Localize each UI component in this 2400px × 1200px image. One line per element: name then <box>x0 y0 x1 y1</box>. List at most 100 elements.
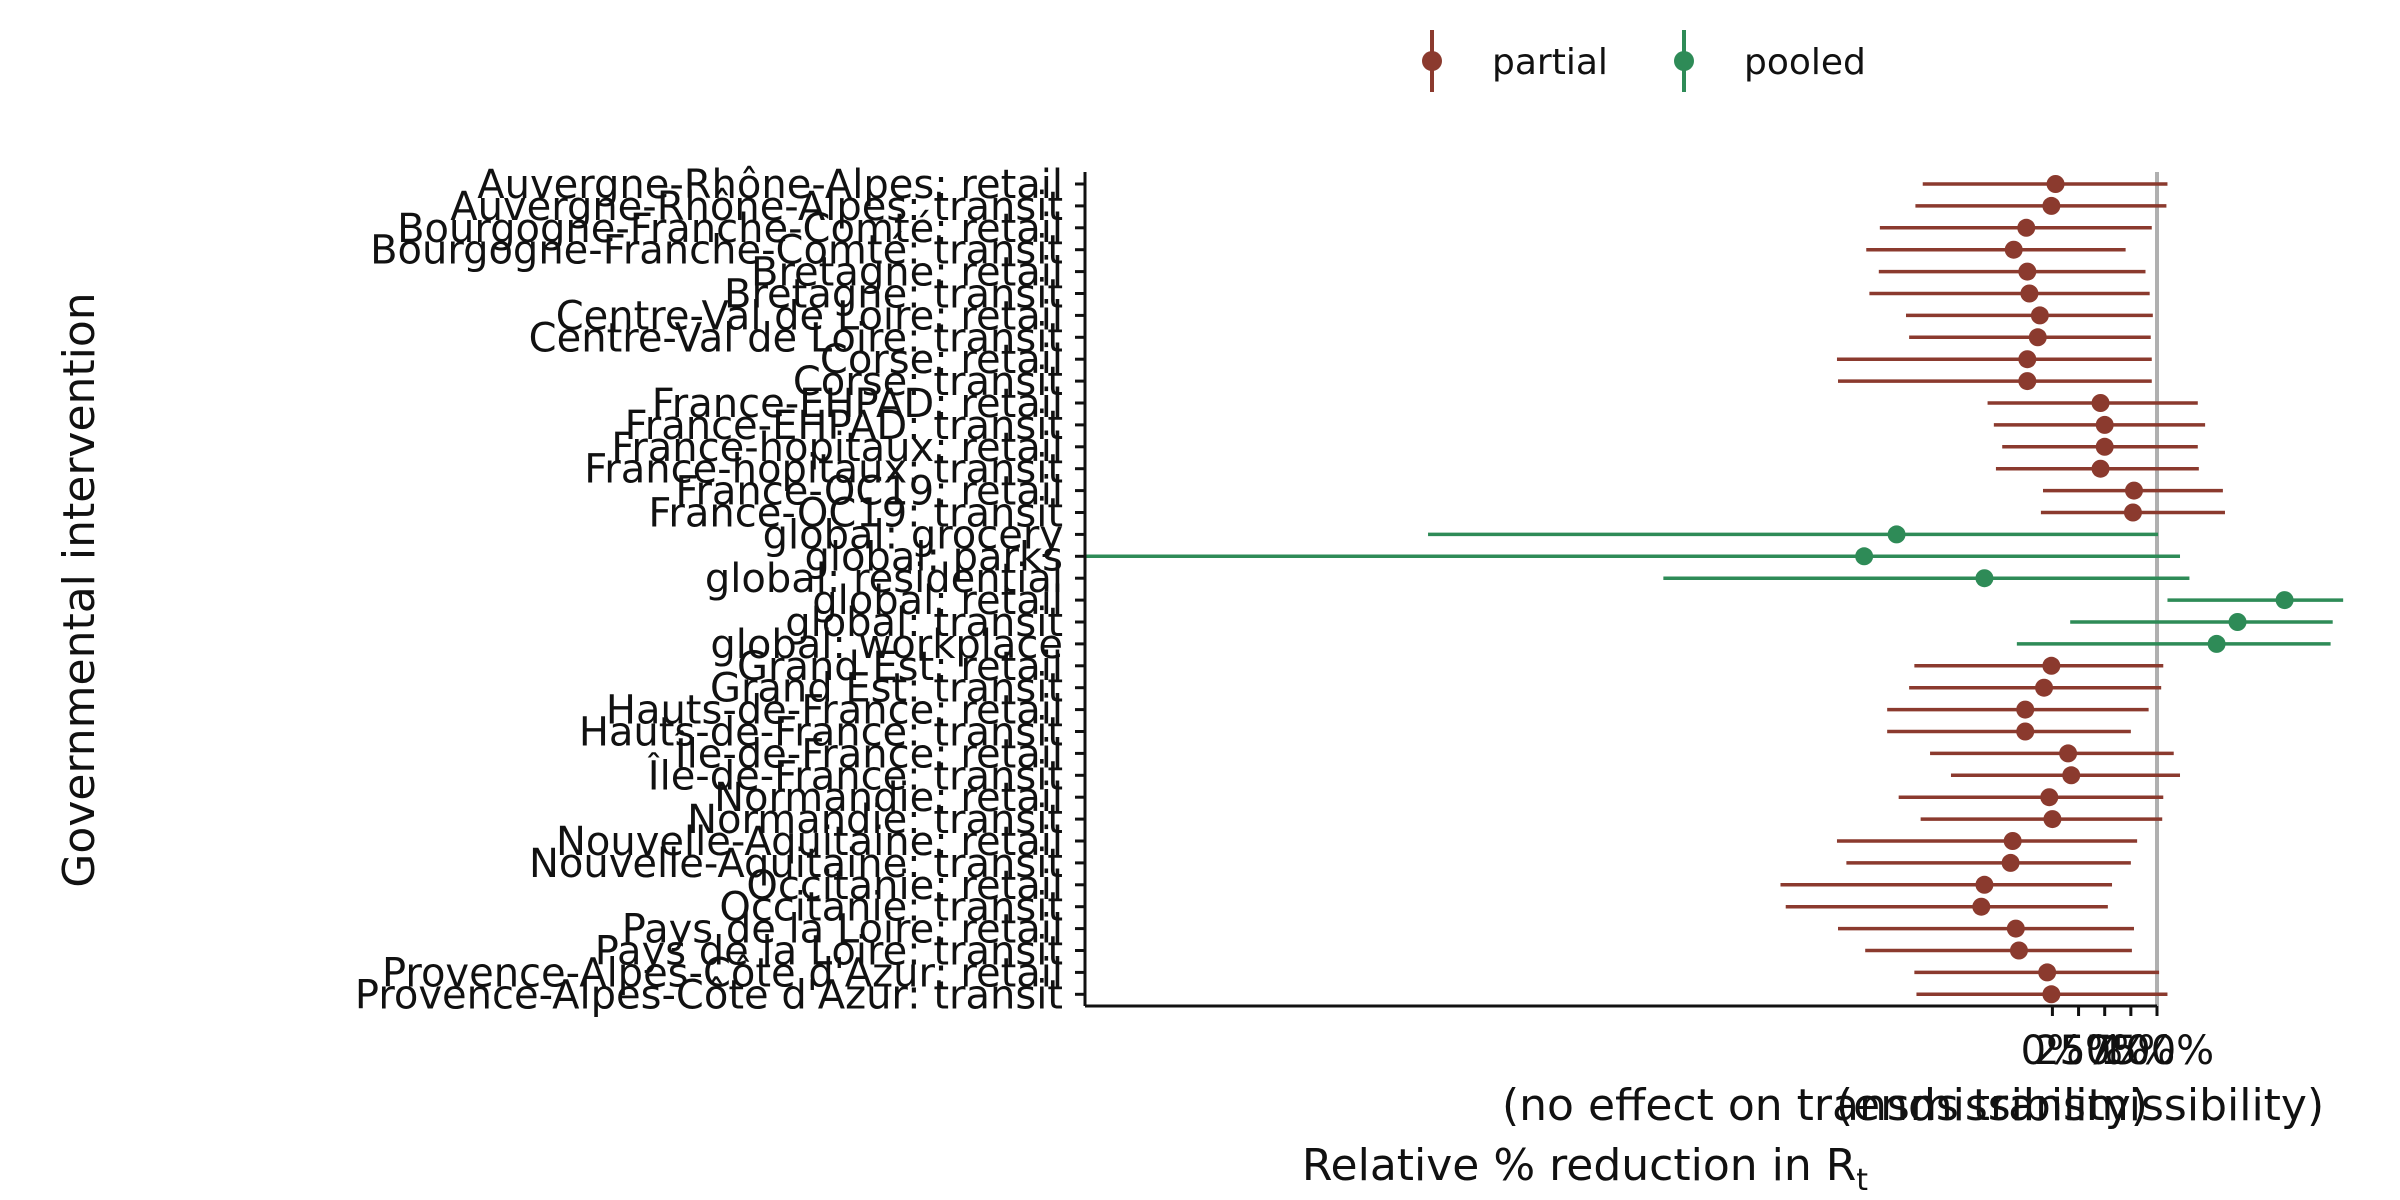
y-tick-label: Bretagne: transit <box>724 272 1063 318</box>
x-axis-tick-labels: 0%25%50%75%100% <box>2021 1028 2214 1074</box>
point-range-partial <box>1915 196 2167 215</box>
point-range-partial <box>1869 284 2150 303</box>
point-range-partial <box>1887 722 2131 741</box>
point-estimate <box>2207 634 2226 653</box>
y-tick-label: France-OC19: retail <box>675 469 1063 515</box>
point-estimate <box>2038 963 2057 982</box>
point-estimate <box>2040 788 2059 807</box>
point-range-partial <box>1905 306 2153 325</box>
point-range-pooled <box>1428 525 2159 544</box>
point-range-partial <box>1838 919 2134 938</box>
point-estimate <box>2059 744 2078 763</box>
point-estimate <box>2030 306 2049 325</box>
y-tick-label: Provence-Alpes-Côte d'Azur: retail <box>382 950 1063 996</box>
y-tick-label: Normandie: retail <box>714 775 1063 821</box>
y-tick-label: Normandie: transit <box>687 797 1063 843</box>
point-estimate <box>1887 525 1906 544</box>
x-axis-title-main: Relative % reduction in R <box>1302 1140 1856 1191</box>
y-tick-label: global: retail <box>812 578 1063 624</box>
point-range-partial <box>1865 941 2132 960</box>
point-estimate <box>2009 941 2028 960</box>
legend-pooled-marker <box>1674 51 1694 71</box>
y-tick-label: Île-de-France: transit <box>647 751 1063 799</box>
point-range-partial <box>1909 328 2151 347</box>
point-range-partial <box>1995 459 2199 478</box>
legend-item-partial: partial <box>1422 30 1608 92</box>
point-range-partial <box>1922 175 2168 193</box>
point-estimate <box>2016 722 2035 741</box>
y-tick-label: Grand Est: transit <box>710 666 1063 712</box>
point-range-partial <box>1878 262 2146 281</box>
x-tick-label: 25% <box>2034 1028 2123 1074</box>
point-estimate <box>2018 262 2037 281</box>
point-range-partial <box>1914 656 2164 675</box>
point-range-pooled <box>2167 591 2344 610</box>
point-range-partial <box>1780 875 2113 894</box>
y-tick-label: global: transit <box>785 600 1063 646</box>
point-range-pooled <box>2016 634 2331 653</box>
y-tick-label: Nouvelle-Aquitaine: transit <box>529 841 1063 887</box>
y-tick-label: Corse: retail <box>820 337 1063 383</box>
x-axis-title-line1: (no effect on transmissibility) <box>1502 1080 2148 1131</box>
y-tick-label: Provence-Alpes-Côte d'Azur: transit <box>355 972 1063 1018</box>
x-axis-title-subscript: t <box>1856 1163 1868 1198</box>
y-tick-label: Pays de la Loire: retail <box>622 907 1063 953</box>
point-range-partial <box>2043 481 2223 500</box>
y-tick-label: Centre-Val de Loire: retail <box>556 293 1063 339</box>
x-tick-label: 50% <box>2060 1028 2149 1074</box>
point-range-partial <box>2040 503 2225 522</box>
point-range-pooled <box>1085 547 2181 566</box>
point-range-partial <box>1838 372 2152 391</box>
legend-pooled-label: pooled <box>1744 42 1866 83</box>
point-estimate <box>2020 284 2039 303</box>
point-range-pooled <box>1663 569 2190 588</box>
y-tick-label: France-hopitaux: transit <box>584 447 1063 493</box>
point-estimate <box>2006 919 2025 938</box>
point-estimate <box>2095 415 2114 434</box>
y-tick-label: Hauts-de-France: transit <box>579 710 1063 756</box>
y-tick-label: global: parks <box>804 534 1063 580</box>
y-tick-label: Occitanie: retail <box>746 863 1063 909</box>
point-range-partial <box>1879 218 2152 237</box>
y-tick-label: Centre-Val de Loire: transit <box>529 315 1063 361</box>
point-estimate <box>2001 853 2020 872</box>
point-range-partial <box>1920 810 2163 829</box>
point-estimate <box>2035 678 2054 697</box>
y-axis-labels: Auvergne-Rhône-Alpes: retailAuvergne-Rhô… <box>355 162 1063 1018</box>
point-range-partial <box>1916 985 2168 1004</box>
point-estimate <box>2042 656 2061 675</box>
y-tick-label: Corse: transit <box>793 359 1063 405</box>
y-tick-label: Auvergne-Rhône-Alpes: transit <box>450 184 1063 230</box>
y-axis-ticks <box>1075 182 1085 996</box>
point-range-pooled <box>2070 613 2333 631</box>
point-range-partial <box>1866 240 2126 259</box>
legend: partial pooled <box>1422 30 1866 92</box>
point-range-partial <box>1930 744 2174 763</box>
y-tick-label: Île-de-France: retail <box>674 729 1063 777</box>
y-tick-label: Pays de la Loire: transit <box>595 929 1063 975</box>
point-estimate <box>2228 613 2247 631</box>
point-estimate <box>2016 700 2035 719</box>
x-axis-title-line1b: (ends transmissibility) <box>1836 1080 2324 1131</box>
legend-partial-label: partial <box>1492 42 1608 83</box>
point-estimate <box>2091 459 2110 478</box>
point-estimate <box>2095 437 2114 456</box>
point-range-partial <box>1909 678 2162 697</box>
y-tick-label: Bourgogne-Franche-Comté: retail <box>397 206 1063 252</box>
point-estimate <box>1972 897 1991 916</box>
point-estimate <box>2123 503 2142 522</box>
point-estimate <box>1855 547 1874 566</box>
x-tick-label: 0% <box>2021 1028 2084 1074</box>
y-tick-label: global: residential <box>705 556 1063 602</box>
point-estimate <box>2042 196 2061 215</box>
point-estimate <box>2017 218 2036 237</box>
x-axis-ticks <box>2050 1006 2159 1016</box>
y-tick-label: global: grocery <box>763 512 1063 558</box>
legend-item-pooled: pooled <box>1674 30 1866 92</box>
y-tick-label: Nouvelle-Aquitaine: retail <box>556 819 1063 865</box>
y-tick-label: France-OC19: transit <box>648 491 1063 537</box>
point-estimate <box>2062 766 2081 785</box>
point-estimate <box>2003 832 2022 850</box>
legend-partial-marker <box>1422 51 1442 71</box>
